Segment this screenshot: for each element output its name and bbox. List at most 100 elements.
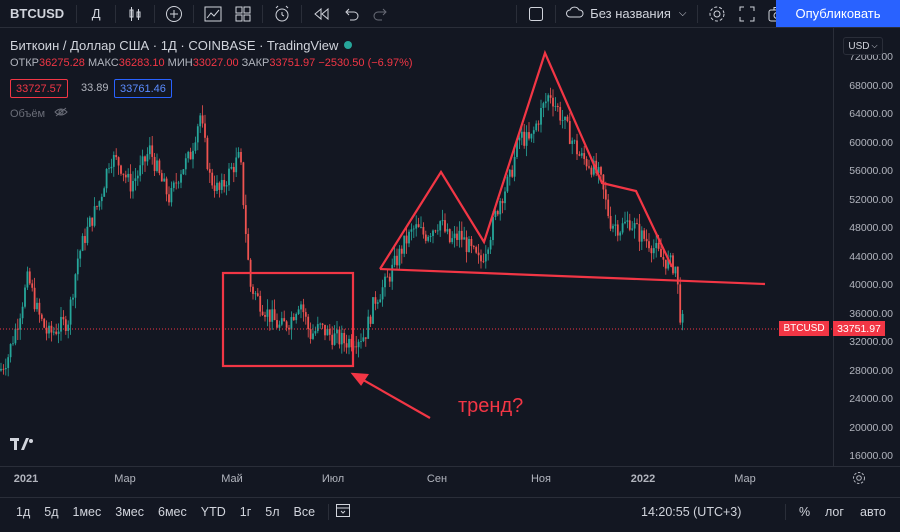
head-and-shoulders-pattern [379,49,673,270]
currency-button[interactable]: USD ⌵ [843,37,883,55]
candle-body [604,189,607,200]
replay-icon[interactable] [306,0,336,27]
price-axis-label: 52000.00 [849,193,893,206]
candle-body [110,166,113,169]
candle-body [4,367,7,370]
range-button[interactable]: YTD [200,505,226,519]
log-toggle[interactable]: лог [825,505,844,519]
alert-icon[interactable] [267,0,297,27]
toolbar-divider [154,4,156,23]
candle-body [276,320,278,328]
candle-body [513,156,516,177]
layout-grid-icon[interactable] [228,0,258,27]
candle-body [218,182,221,190]
candle-body [458,230,461,240]
candle-body [331,334,334,345]
candle-body [345,343,348,348]
candle-body [333,333,336,345]
range-button[interactable]: 1мес [72,505,102,519]
candle-body [475,247,478,253]
candle-body [124,174,127,178]
candle-body [43,318,46,328]
indicators-icon[interactable] [198,0,228,27]
candle-body [240,152,242,163]
candle-body [364,337,367,339]
range-button[interactable]: 6мес [158,505,187,519]
undo-icon[interactable] [336,0,366,27]
candle-body [460,230,463,240]
range-button[interactable]: Все [293,505,316,519]
candle-body [384,276,386,288]
candle-body [470,238,473,247]
percent-toggle[interactable]: % [799,505,811,519]
candle-body [520,131,523,138]
candle-body [600,167,602,175]
candle-body [451,238,454,243]
candle-body [134,178,137,181]
candle-body [201,115,204,124]
price-chart[interactable] [0,28,833,466]
range-button[interactable]: 5л [265,505,280,519]
candle-body [552,97,554,107]
price-axis-label: 44000.00 [849,250,893,263]
chevron-down-icon: ⌵ [871,41,878,50]
sell-price-box[interactable]: 33727.57 [10,79,68,98]
candle-body [612,225,614,229]
price-axis-label: 40000.00 [849,279,893,291]
price-axis[interactable]: 72000.00 68000.00 64000.00 60000.00 56000.00… [833,28,900,466]
candle-body [91,217,94,226]
candle-body [204,123,206,138]
candle-body [463,237,466,240]
candle-body [580,153,583,156]
candle-body [499,200,502,215]
candle-body [525,132,528,146]
toolbar-divider [262,4,264,23]
candle-body [247,233,250,260]
candle-body [468,238,470,253]
date-range-icon[interactable] [335,502,351,523]
candle-body [362,337,365,342]
candle-body [400,248,403,254]
candle-body [583,153,586,159]
candle-body [28,271,31,284]
volume-legend[interactable]: Объём [10,107,68,120]
candle-body [33,287,36,310]
clock-label[interactable]: 14:20:55 (UTC+3) [641,505,742,519]
candle-body [357,341,360,348]
layout-name-button[interactable]: Без названия ⌵ [560,0,692,27]
eye-hidden-icon[interactable] [54,107,68,120]
redo-icon[interactable] [366,0,396,27]
range-button[interactable]: 1г [239,505,252,519]
toolbar-divider [328,504,330,520]
time-axis[interactable]: 2021 Мар Май Июл Сен Ноя 2022 Мар [0,466,900,492]
close-label: ЗАКР [241,57,270,69]
candle-body [415,224,418,229]
range-button[interactable]: 5д [44,505,59,519]
candle-body [57,331,60,334]
fullscreen-icon[interactable] [732,0,762,27]
chart-settings-icon[interactable] [852,471,866,490]
candle-body [194,142,197,151]
buy-price-box[interactable]: 33761.46 [114,79,172,98]
candles-icon[interactable] [120,0,150,27]
auto-toggle[interactable]: авто [860,505,886,519]
candle-body [314,331,317,334]
gear-icon[interactable] [702,0,732,27]
time-axis-label: 2022 [630,473,656,485]
fullscreen-square-icon[interactable] [521,0,551,27]
candle-body [206,137,209,170]
publish-button[interactable]: Опубликовать [776,0,900,27]
range-button[interactable]: 1д [16,505,31,519]
candle-body [64,319,67,332]
candle-body [537,123,540,125]
candle-body [528,132,530,139]
symbol-search-button[interactable]: BTCUSD [10,6,65,21]
candle-body [672,255,674,274]
range-button[interactable]: 3мес [115,505,144,519]
candle-body [328,328,331,335]
interval-button[interactable]: Д [91,6,101,21]
tradingview-logo-icon[interactable] [10,438,34,455]
add-indicator-icon[interactable] [159,0,189,27]
candle-body [343,332,346,344]
candle-body [674,266,677,274]
